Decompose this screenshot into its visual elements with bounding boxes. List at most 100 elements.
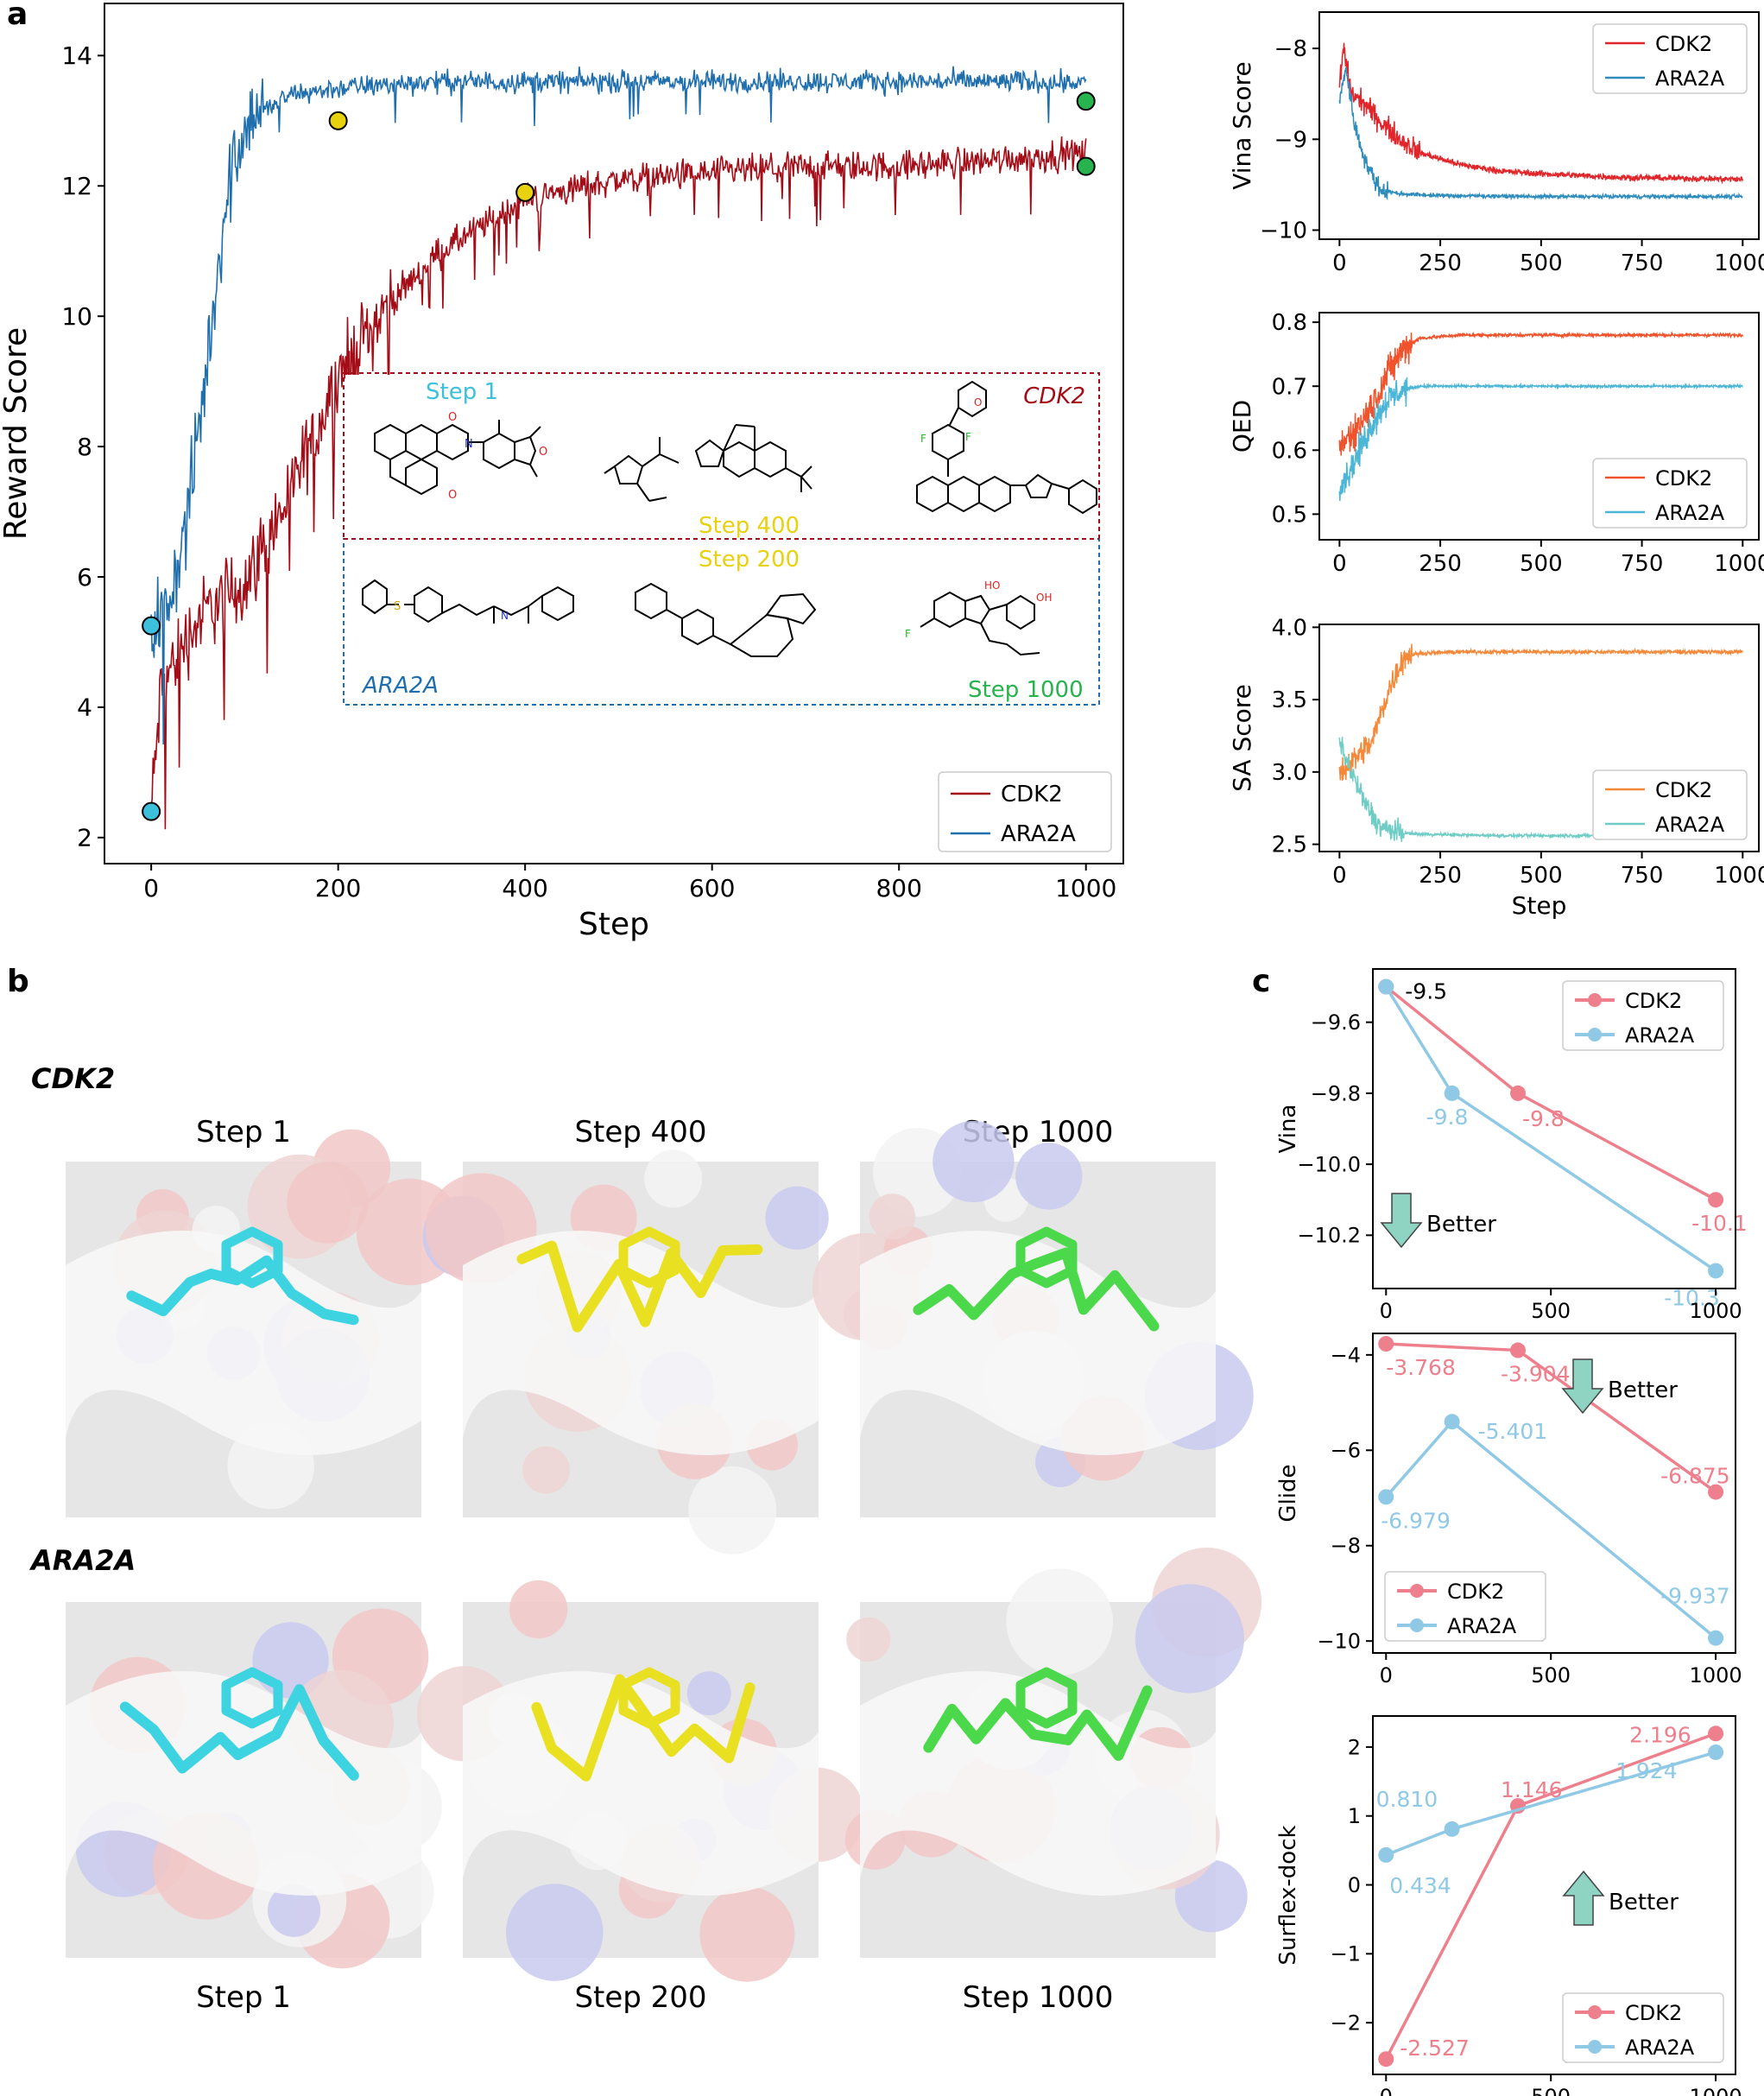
series-line-ara2a <box>1338 377 1743 502</box>
series-line-cdk2 <box>1338 643 1743 782</box>
plot-frame <box>104 3 1124 864</box>
panel-label-a: a <box>7 0 28 32</box>
molecule-inset: Step 1 CDK2 Step 400 Step 200 ARA2A Step… <box>343 372 1100 706</box>
legend: CDK2 ARA2A <box>1562 980 1724 1051</box>
y-tick-label: 4 <box>77 693 92 722</box>
plot-frame <box>1318 312 1760 541</box>
legend-label-cdk2: CDK2 <box>1625 2001 1682 2025</box>
x-tick-label: 1000 <box>1714 551 1764 577</box>
y-tick-label: 4.0 <box>1272 615 1307 641</box>
ligand-ring <box>221 1667 283 1729</box>
legend-label-cdk2: CDK2 <box>1655 466 1712 491</box>
series-line-cdk2 <box>1338 42 1743 185</box>
legend: CDK2 ARA2A <box>1592 23 1748 94</box>
svg-text:F: F <box>920 433 926 445</box>
data-point-cdk2 <box>1378 2051 1394 2068</box>
y-tick-label: 3.0 <box>1272 760 1307 786</box>
legend-marker <box>1410 1618 1424 1632</box>
ligand-ring <box>618 1226 680 1289</box>
step-marker <box>515 182 535 202</box>
x-tick-label: 500 <box>1520 863 1563 889</box>
better-indicator: Better <box>1561 1358 1678 1415</box>
data-label-cdk2: -2.527 <box>1400 2036 1470 2061</box>
y-tick-label: −9.6 <box>1311 1010 1361 1035</box>
surface-patch <box>267 1884 321 1937</box>
series-line-cdk2 <box>150 136 1087 830</box>
legend: CDK2 ARA2A <box>1592 769 1748 840</box>
data-label-ara2a: 0.810 <box>1376 1787 1438 1812</box>
legend-box <box>1592 458 1748 529</box>
data-label-cdk2: -10.1 <box>1691 1211 1748 1236</box>
step-marker <box>1076 92 1096 111</box>
surface-patch <box>1015 1143 1083 1210</box>
x-tick-label: 0 <box>1332 863 1347 889</box>
arrow-down-icon <box>1380 1193 1423 1249</box>
step-marker <box>142 616 161 636</box>
legend-box <box>1592 769 1748 840</box>
inset-cdk2-label: CDK2 <box>1023 383 1085 409</box>
panel-b-ara2a-title: ARA2A <box>28 1544 136 1577</box>
better-label: Better <box>1426 1212 1496 1238</box>
x-tick-label: 1000 <box>1690 1299 1742 1323</box>
data-label-ara2a: -9.5 <box>1405 979 1447 1004</box>
better-label: Better <box>1609 1890 1679 1916</box>
data-label-cdk2: -6.875 <box>1660 1464 1730 1489</box>
y-tick-label: −9.8 <box>1311 1081 1361 1105</box>
x-tick-label: 600 <box>689 874 735 902</box>
data-label-ara2a: -9.8 <box>1426 1105 1469 1130</box>
pose-tile <box>66 1129 464 1517</box>
data-label-cdk2: 2.196 <box>1629 1722 1691 1747</box>
data-label-ara2a: 1.924 <box>1615 1758 1678 1783</box>
svg-text:O: O <box>448 411 457 424</box>
data-point-ara2a <box>1708 1630 1724 1646</box>
data-point-cdk2 <box>1510 1342 1526 1358</box>
pose-tile <box>812 1120 1254 1517</box>
surface-patch <box>522 1446 570 1494</box>
y-axis-label: Surflex-dock <box>1275 1825 1301 1965</box>
legend-label-ara2a: ARA2A <box>1655 501 1725 525</box>
x-tick-label: 1000 <box>1714 863 1764 889</box>
surface-patch <box>287 1162 369 1244</box>
ligand-sticks <box>531 1674 756 1782</box>
reward-score-chart: 0 200 400 600 800 1000 2 4 6 8 10 12 14 Step Reward Sc… <box>0 3 1124 942</box>
better-label: Better <box>1608 1377 1678 1403</box>
x-tick-label: 750 <box>1621 863 1664 889</box>
molecule-ara2a-step1-icon <box>362 579 574 624</box>
y-tick-label: 2.5 <box>1272 833 1307 858</box>
legend-label-ara2a: ARA2A <box>1447 1614 1517 1638</box>
legend-marker <box>1588 2040 1602 2054</box>
pose-tile <box>422 1149 829 1555</box>
pocket-surface <box>463 1231 819 1455</box>
panel-label-b: b <box>7 964 29 999</box>
docking-pose-images <box>66 1120 1262 1982</box>
y-tick-label: −8 <box>1331 1534 1361 1558</box>
y-tick-label: −8 <box>1274 36 1307 62</box>
legend-label-cdk2: CDK2 <box>1655 778 1712 802</box>
x-tick-label: 1000 <box>1055 874 1116 902</box>
data-point-ara2a <box>1708 1744 1724 1760</box>
ligand-ring <box>1015 1226 1078 1289</box>
inset-ara2a-label: ARA2A <box>361 673 439 699</box>
c-surflex-dock-chart: -2.527 1.146 2.196 0.434 0.810 1.924 0 500 1000 2… <box>1275 1715 1742 2096</box>
x-tick-label: 500 <box>1531 1663 1571 1688</box>
y-axis-label: SA Score <box>1228 684 1256 792</box>
legend-label-ara2a: ARA2A <box>1625 1023 1695 1048</box>
legend: CDK2 ARA2A <box>1592 458 1748 529</box>
plot-frame <box>1372 1333 1736 1654</box>
y-tick-label: −6 <box>1331 1439 1361 1463</box>
y-tick-label: 0.8 <box>1272 310 1307 336</box>
series-line-ara2a <box>150 66 1087 745</box>
surface-patch <box>1006 1568 1114 1675</box>
ligand-sticks <box>516 1240 763 1333</box>
series-line-ara2a <box>1338 66 1743 201</box>
data-label-ara2a: 0.434 <box>1389 1873 1451 1898</box>
x-tick-label: 250 <box>1419 551 1462 577</box>
x-tick-label: 750 <box>1621 551 1664 577</box>
legend-label-cdk2: CDK2 <box>1625 989 1682 1013</box>
surface-patch <box>509 1580 568 1639</box>
arrow-down-icon <box>1561 1358 1604 1415</box>
y-tick-label: −10.0 <box>1297 1153 1361 1177</box>
legend-marker <box>1588 1028 1602 1042</box>
y-tick-label: 14 <box>61 41 92 70</box>
